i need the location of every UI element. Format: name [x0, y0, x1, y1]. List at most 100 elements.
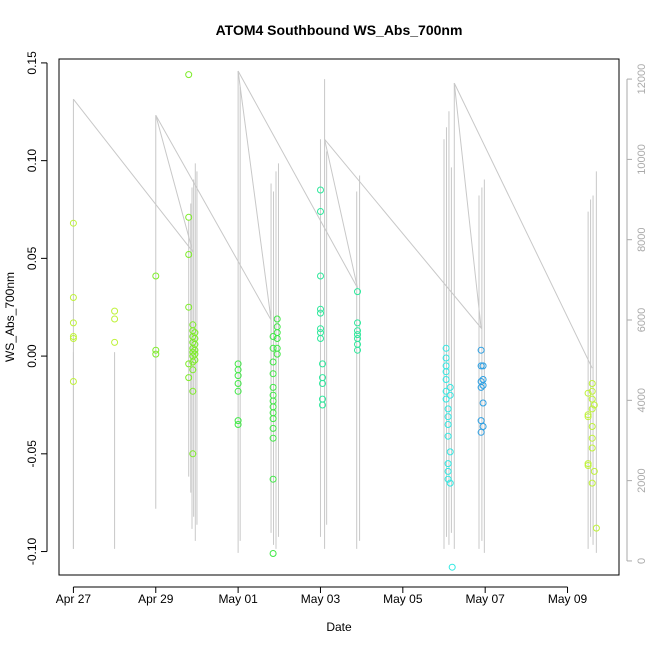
data-point [588, 434, 596, 442]
data-point [152, 350, 160, 358]
data-point [442, 354, 450, 362]
data-point [354, 319, 361, 327]
data-point [269, 383, 277, 391]
data-point [69, 319, 77, 327]
chart-title: ATOM4 Southbound WS_Abs_700nm [216, 22, 463, 38]
data-point [189, 366, 197, 374]
data-point [185, 303, 193, 311]
data-point [269, 550, 277, 557]
data-point [189, 348, 197, 356]
secondary-line-layer [72, 70, 597, 553]
data-point [479, 362, 487, 370]
data-point [152, 346, 160, 354]
data-series [69, 219, 119, 385]
data-point [479, 399, 487, 407]
data-point [477, 362, 485, 370]
data-point [446, 479, 454, 487]
data-point [273, 329, 281, 337]
y-tick-label: 0.05 [25, 246, 39, 270]
data-point [69, 335, 77, 342]
data-point [584, 411, 592, 419]
data-point [442, 368, 450, 376]
right-tick-label: 2000 [636, 468, 648, 492]
data-point [269, 344, 277, 352]
data-point [319, 401, 326, 409]
data-point [444, 413, 452, 421]
data-point [317, 272, 324, 280]
data-point [588, 444, 596, 452]
data-point [69, 378, 77, 385]
right-tick-label: 0 [636, 558, 648, 564]
data-point [584, 389, 592, 397]
right-tick-label: 10000 [636, 144, 648, 175]
x-axis: Apr 27 Apr 29 May 01 May 03 May 05 May 07 May … [56, 586, 588, 606]
data-point [185, 251, 193, 258]
data-point [111, 338, 119, 346]
data-point [273, 323, 281, 331]
data-point [269, 415, 277, 423]
data-point [273, 335, 281, 342]
data-point [69, 294, 77, 301]
secondary-line-path [73, 70, 593, 369]
data-point [446, 383, 454, 391]
data-point [317, 325, 324, 333]
data-point [584, 462, 592, 469]
data-point [444, 475, 452, 483]
data-point [354, 346, 361, 354]
data-point [584, 413, 592, 421]
data-point [269, 358, 277, 366]
data-point [584, 460, 592, 468]
data-point [317, 309, 324, 317]
data-point [319, 360, 326, 368]
data-point [354, 288, 361, 296]
data-point [317, 305, 324, 313]
data-point [69, 219, 77, 227]
data-series [584, 380, 600, 532]
y-tick-label: -0.10 [25, 538, 39, 566]
data-point [269, 424, 277, 432]
right-tick-label: 12000 [636, 64, 648, 95]
data-point [444, 460, 452, 468]
data-point [354, 331, 361, 339]
x-tick-label: May 01 [218, 592, 258, 606]
y-axis-label: WS_Abs_700nm [3, 272, 17, 362]
data-point [588, 479, 596, 487]
data-point [69, 333, 77, 340]
data-point [111, 307, 119, 315]
data-point [185, 213, 193, 221]
data-series [152, 71, 199, 458]
data-point [234, 372, 242, 380]
data-point [588, 380, 596, 387]
data-point [588, 395, 596, 403]
plot-frame [58, 58, 620, 576]
y-tick-label: 0.15 [25, 51, 39, 75]
data-point [592, 524, 600, 532]
data-point [273, 344, 281, 352]
data-point [234, 380, 242, 387]
data-point [446, 448, 454, 456]
data-point [442, 376, 450, 383]
data-point [319, 380, 326, 387]
data-point [189, 358, 197, 366]
x-tick-label: May 03 [301, 592, 341, 606]
data-point [273, 350, 281, 358]
y-tick-label: -0.05 [25, 440, 39, 468]
x-tick-label: May 09 [548, 592, 588, 606]
data-point [442, 395, 450, 403]
data-point [588, 387, 596, 395]
data-point [234, 421, 242, 428]
right-tick-label: 4000 [636, 388, 648, 412]
right-axis: 0 2000 4000 6000 8000 10000 12000 [626, 64, 648, 564]
x-axis-label: Date [326, 620, 352, 634]
x-tick-label: Apr 29 [138, 592, 174, 606]
data-point [477, 383, 485, 391]
x-tick-label: May 07 [465, 592, 505, 606]
data-point [444, 421, 452, 428]
data-point [269, 475, 277, 483]
data-point [152, 272, 160, 280]
x-tick-label: May 05 [383, 592, 423, 606]
data-point [191, 346, 199, 354]
data-point [189, 387, 197, 395]
data-point [590, 467, 598, 475]
